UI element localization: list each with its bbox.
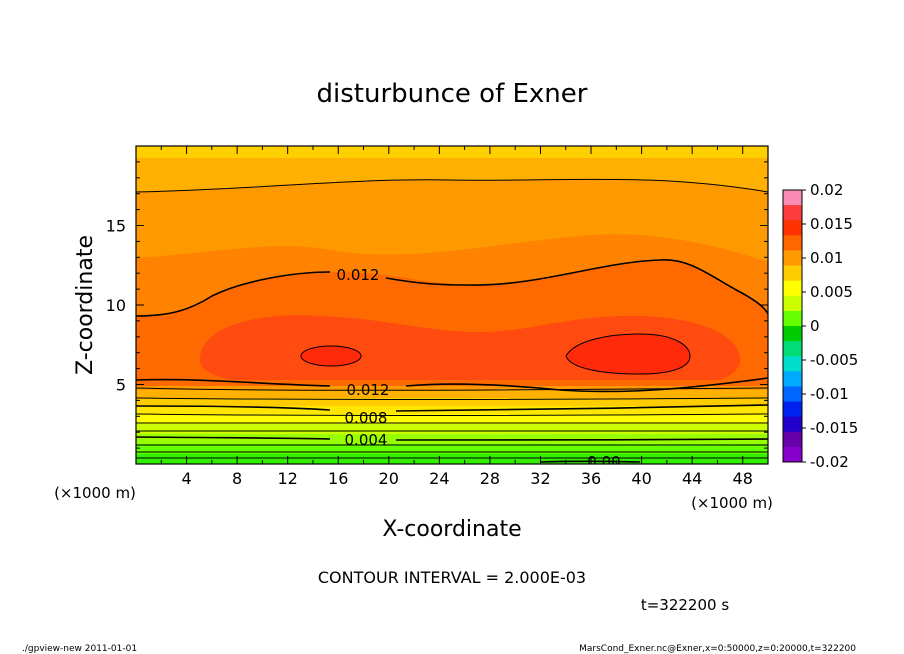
colorbar-swatch [783, 416, 802, 433]
contour-line-012-upper-a [136, 271, 331, 317]
colorbar-label: 0.01 [810, 249, 843, 267]
x-tick-labels: 4 8 12 16 20 24 28 32 36 40 44 48 [181, 469, 752, 488]
colorbar-labels: 0.02 0.015 0.01 0.005 0 -0.005 -0.01 -0.015 -0.0… [802, 181, 858, 471]
colorbar-swatch [783, 371, 802, 387]
x-tick-label: 28 [480, 469, 500, 488]
y-tick-label: 15 [106, 217, 126, 236]
colorbar-swatch [783, 265, 802, 282]
contour-line-008-a [136, 405, 331, 411]
axes [135, 145, 769, 465]
x-tick-label: 24 [429, 469, 449, 488]
colorbar-label: 0.005 [810, 283, 853, 301]
contour-line-009 [136, 397, 768, 400]
colorbar-swatch [783, 250, 802, 267]
contour-label: 0.012 [337, 266, 380, 284]
colorbar-swatch [783, 220, 802, 236]
contour-line-012-upper-b [385, 259, 768, 315]
chart-title: disturbunce of Exner [317, 79, 588, 109]
colorbar-swatch [783, 310, 802, 327]
band-low-5 [136, 414, 768, 424]
band-low-0 [136, 380, 768, 386]
contour-label: 0.012 [347, 381, 390, 399]
colorbar-swatch [783, 295, 802, 312]
colorbar-swatch [783, 386, 802, 403]
colorbar-swatch [783, 341, 802, 357]
x-tick-label: 16 [328, 469, 348, 488]
x-unit-right: (×1000 m) [691, 494, 773, 512]
band-low-6 [136, 424, 768, 434]
colorbar-swatch [783, 356, 802, 372]
band-low-2 [136, 390, 768, 398]
contour-line-012-lower-a [136, 378, 331, 387]
colorbar-swatch [783, 205, 802, 221]
colorbar-swatch [783, 190, 802, 206]
band-low-3 [136, 398, 768, 406]
max-core-right [565, 333, 691, 375]
contour-label: 0.00 [587, 453, 620, 471]
colorbar [783, 190, 802, 463]
x-tick-label: 8 [232, 469, 242, 488]
time-label: t=322200 s [641, 596, 729, 614]
contour-field: 0.012 0.012 0.008 0.004 0.00 [136, 146, 768, 471]
contour-label: 0.004 [345, 431, 388, 449]
band-low-7 [136, 434, 768, 444]
x-axis-label: X-coordinate [382, 517, 521, 542]
colorbar-label: -0.01 [810, 385, 849, 403]
contour-line-004-a [136, 436, 331, 440]
y-axis-label: Z-coordinate [73, 235, 98, 375]
colorbar-swatch [783, 280, 802, 297]
band-low-8 [136, 444, 768, 454]
band-inner [200, 315, 740, 392]
colorbar-label: -0.02 [810, 453, 849, 471]
y-tick-label: 5 [116, 376, 126, 395]
x-unit-left: (×1000 m) [54, 484, 136, 502]
x-tick-label: 20 [379, 469, 399, 488]
contour-label: 0.008 [345, 409, 388, 427]
contour-line-012-lower-b [405, 377, 768, 393]
contour-line-004-b [395, 438, 768, 441]
colorbar-label: -0.005 [810, 351, 858, 369]
contour-line-000 [539, 460, 641, 463]
footer-left: ./gpview-new 2011-01-01 [22, 644, 137, 654]
colorbar-label: -0.015 [810, 419, 858, 437]
x-tick-label: 40 [631, 469, 651, 488]
band-low-9 [136, 454, 768, 464]
colorbar-swatch [783, 401, 802, 418]
max-core-left [300, 345, 362, 367]
colorbar-swatch [783, 446, 802, 463]
footer-right: MarsCond_Exner.nc@Exner,x=0:50000,z=0:20… [579, 644, 856, 654]
y-tick-labels: 5 10 15 [106, 217, 126, 395]
y-tick-label: 10 [106, 296, 126, 315]
contour-line-top [136, 178, 768, 193]
contour-line-008-b [395, 404, 768, 412]
contour-line-007 [136, 413, 768, 416]
colorbar-label: 0.02 [810, 181, 843, 199]
x-tick-label: 44 [682, 469, 702, 488]
colorbar-swatch [783, 235, 802, 251]
colorbar-label: 0 [810, 317, 820, 335]
contour-line-010 [136, 387, 768, 391]
x-tick-label: 4 [181, 469, 191, 488]
colorbar-swatch [783, 326, 802, 342]
x-tick-label: 32 [530, 469, 550, 488]
x-tick-label: 48 [733, 469, 753, 488]
x-tick-label: 12 [278, 469, 298, 488]
colorbar-swatch [783, 431, 802, 448]
contour-interval-text: CONTOUR INTERVAL = 2.000E-03 [318, 568, 586, 587]
x-tick-label: 36 [581, 469, 601, 488]
colorbar-label: 0.015 [810, 215, 853, 233]
